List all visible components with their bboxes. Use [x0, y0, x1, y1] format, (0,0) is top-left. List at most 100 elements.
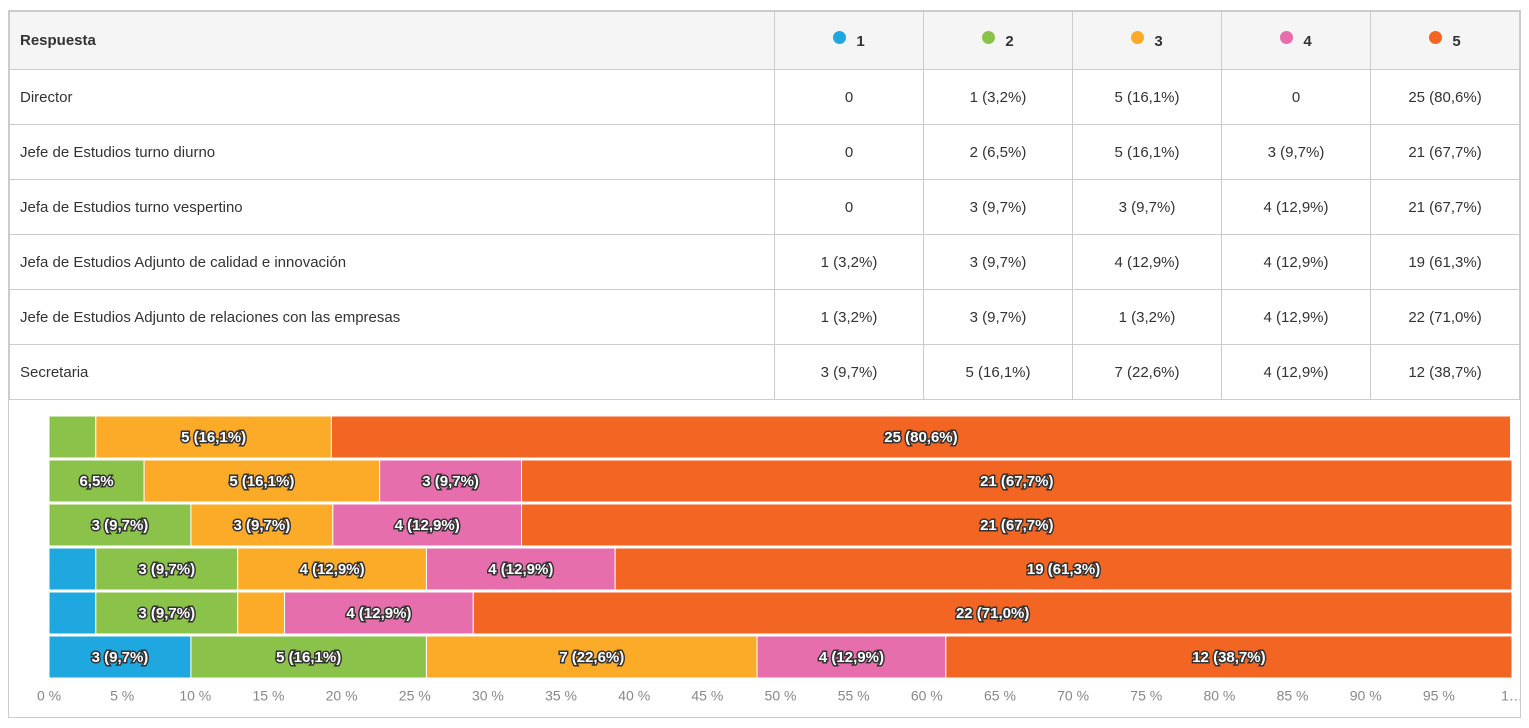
table-cell: 3 (9,7%) — [923, 289, 1073, 345]
bar-segment — [48, 459, 145, 503]
table-cell: Secretaria — [9, 344, 775, 400]
legend-dot — [1280, 31, 1294, 44]
bar-segment — [237, 591, 286, 635]
x-tick-label: 5 % — [110, 688, 134, 704]
table-cell: 0 — [774, 69, 924, 125]
table-cell: Jefe de Estudios Adjunto de relaciones c… — [9, 289, 775, 345]
bar-segment — [614, 547, 1513, 591]
x-tick-label: 20 % — [326, 688, 358, 704]
bar-segment — [48, 635, 192, 679]
header-text: 2 — [1005, 33, 1014, 50]
data-label: 4 (12,9%) — [819, 649, 884, 666]
table-cell: 5 (16,1%) — [1072, 69, 1222, 125]
data-label: 6,5% — [79, 473, 113, 490]
x-tick-label: 55 % — [838, 688, 870, 704]
x-tick-label: 65 % — [984, 688, 1016, 704]
data-label: 3 (9,7%) — [422, 473, 479, 490]
bar-segment — [521, 459, 1513, 503]
x-tick-label: 40 % — [618, 688, 650, 704]
data-label: 21 (67,7%) — [980, 473, 1053, 490]
header-row: Respuesta 1 2 3 4 5 — [9, 11, 1520, 70]
x-tick-label: 95 % — [1423, 688, 1455, 704]
table-row: Jefa de Estudios Adjunto de calidad e in… — [9, 234, 1520, 290]
table-cell: Jefa de Estudios Adjunto de calidad e in… — [9, 234, 775, 290]
data-label: 4 (12,9%) — [395, 517, 460, 534]
results-table: Respuesta 1 2 3 4 5 Director 0 1 (3,2%) 5 (16,1%)… — [9, 11, 1520, 400]
x-tick-label: 1… — [1501, 688, 1520, 704]
bar-segment — [237, 547, 427, 591]
header-text: 3 — [1154, 33, 1163, 50]
header-cell: 3 — [1072, 11, 1222, 70]
table-cell: 0 — [1221, 69, 1371, 125]
data-label: 4 (12,9%) — [346, 605, 411, 622]
data-label: 4 (12,9%) — [488, 561, 553, 578]
legend-dot — [1429, 31, 1443, 44]
table-row: Secretaria 3 (9,7%) 5 (16,1%) 7 (22,6%) 4 (1… — [9, 344, 1520, 400]
bar-segment — [330, 415, 1512, 459]
header-text: Respuesta — [20, 32, 96, 49]
table-cell: 21 (67,7%) — [1370, 124, 1520, 180]
bar-segment — [472, 591, 1513, 635]
bar-segment — [284, 591, 474, 635]
table-cell: 4 (12,9%) — [1221, 289, 1371, 345]
header-cell: 5 — [1370, 11, 1520, 70]
header-text: 1 — [856, 33, 865, 50]
data-label: 21 (67,7%) — [980, 517, 1053, 534]
table-cell: 7 (22,6%) — [1072, 344, 1222, 400]
x-tick-label: 90 % — [1350, 688, 1382, 704]
table-cell: 25 (80,6%) — [1370, 69, 1520, 125]
table-cell: 12 (38,7%) — [1370, 344, 1520, 400]
data-label: 3 (9,7%) — [92, 649, 149, 666]
table-row: Director 0 1 (3,2%) 5 (16,1%) 0 25 (80,6%) — [9, 69, 1520, 125]
header-cell: Respuesta — [9, 11, 775, 70]
data-label: 3 (9,7%) — [138, 561, 195, 578]
x-tick-label: 75 % — [1130, 688, 1162, 704]
chart: 5 (16,1%) 25 (80,6%) 6,5% 5 (16,1%) 3 (9,7%)… — [37, 415, 1520, 704]
bar-segment — [945, 635, 1513, 679]
x-tick-label: 35 % — [545, 688, 577, 704]
bar-segment — [190, 503, 334, 547]
data-label: 4 (12,9%) — [300, 561, 365, 578]
table-row: Jefe de Estudios Adjunto de relaciones c… — [9, 289, 1520, 345]
bar-segment — [48, 415, 97, 459]
data-label: 22 (71,0%) — [956, 605, 1029, 622]
table-cell: 4 (12,9%) — [1072, 234, 1222, 290]
data-label: 25 (80,6%) — [884, 429, 957, 446]
data-label: 5 (16,1%) — [276, 649, 341, 666]
table-cell: 4 (12,9%) — [1221, 234, 1371, 290]
table-cell: 22 (71,0%) — [1370, 289, 1520, 345]
table-cell: 3 (9,7%) — [1221, 124, 1371, 180]
header-text: 4 — [1303, 33, 1312, 50]
table-row: Jefe de Estudios turno diurno 0 2 (6,5%) 5 … — [9, 124, 1520, 180]
data-label: 3 (9,7%) — [234, 517, 291, 534]
x-tick-label: 70 % — [1057, 688, 1089, 704]
x-tick-label: 0 % — [37, 688, 61, 704]
results-panel: Respuesta 1 2 3 4 5 Director 0 1 (3,2%) 5 (16,1%)… — [8, 10, 1521, 718]
table-cell: Director — [9, 69, 775, 125]
table-cell: 3 (9,7%) — [774, 344, 924, 400]
bar-segment — [521, 503, 1513, 547]
table-cell: 1 (3,2%) — [774, 289, 924, 345]
table-cell: 5 (16,1%) — [1072, 124, 1222, 180]
bar-segment — [48, 547, 97, 591]
x-tick-label: 60 % — [911, 688, 943, 704]
data-label: 12 (38,7%) — [1192, 649, 1265, 666]
table-row: Jefa de Estudios turno vespertino 0 3 (9,7… — [9, 179, 1520, 235]
data-label: 5 (16,1%) — [181, 429, 246, 446]
table-cell: 4 (12,9%) — [1221, 344, 1371, 400]
legend-dot — [982, 31, 996, 44]
bar-segment — [425, 635, 758, 679]
x-tick-label: 10 % — [179, 688, 211, 704]
table-cell: 0 — [774, 179, 924, 235]
x-tick-label: 80 % — [1203, 688, 1235, 704]
legend-dot — [833, 31, 847, 44]
bar-segment — [379, 459, 523, 503]
data-label: 3 (9,7%) — [138, 605, 195, 622]
table-cell: Jefe de Estudios turno diurno — [9, 124, 775, 180]
data-label: 19 (61,3%) — [1027, 561, 1100, 578]
data-label: 5 (16,1%) — [229, 473, 294, 490]
table-cell: 0 — [774, 124, 924, 180]
bar-segment — [425, 547, 616, 591]
x-tick-label: 45 % — [691, 688, 723, 704]
table-cell: 1 (3,2%) — [923, 69, 1073, 125]
